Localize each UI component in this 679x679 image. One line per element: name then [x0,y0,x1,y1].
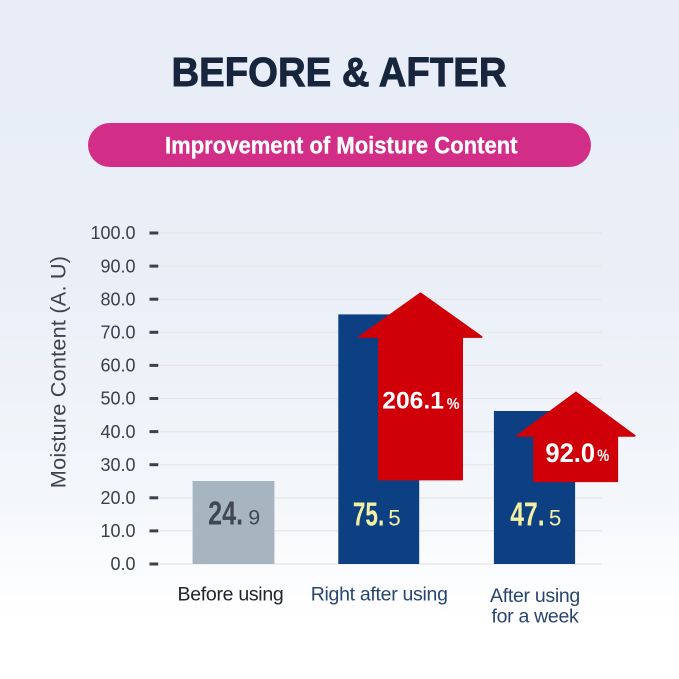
svg-text:5: 5 [388,506,400,531]
svg-text:100.0: 100.0 [90,223,135,243]
svg-text:40.0: 40.0 [100,422,135,442]
svg-text:BEFORE & AFTER: BEFORE & AFTER [172,49,507,95]
svg-text:Before using: Before using [178,584,284,606]
svg-text:20.0: 20.0 [100,488,135,508]
svg-text:Right after using: Right after using [311,584,448,606]
svg-text:47.: 47. [510,495,544,532]
svg-text:90.0: 90.0 [100,256,135,276]
svg-text:60.0: 60.0 [100,356,135,376]
svg-text:80.0: 80.0 [100,289,135,309]
svg-text:75.: 75. [353,495,384,532]
svg-text:24.: 24. [208,494,243,531]
svg-text:5: 5 [549,506,561,531]
svg-text:0.0: 0.0 [110,554,135,574]
svg-text:After using: After using [490,585,580,607]
svg-text:%: % [597,446,609,465]
svg-text:50.0: 50.0 [100,389,135,409]
svg-text:for a week: for a week [492,606,580,628]
svg-text:Improvement of Moisture Conten: Improvement of Moisture Content [165,132,518,159]
svg-text:Moisture Content (A. U): Moisture Content (A. U) [46,256,71,488]
svg-text:206.1: 206.1 [382,388,444,415]
svg-text:10.0: 10.0 [100,521,135,541]
svg-text:9: 9 [248,506,260,530]
svg-text:70.0: 70.0 [100,323,135,343]
svg-text:%: % [447,396,460,413]
svg-text:30.0: 30.0 [100,455,135,475]
svg-text:92.0: 92.0 [545,438,595,468]
